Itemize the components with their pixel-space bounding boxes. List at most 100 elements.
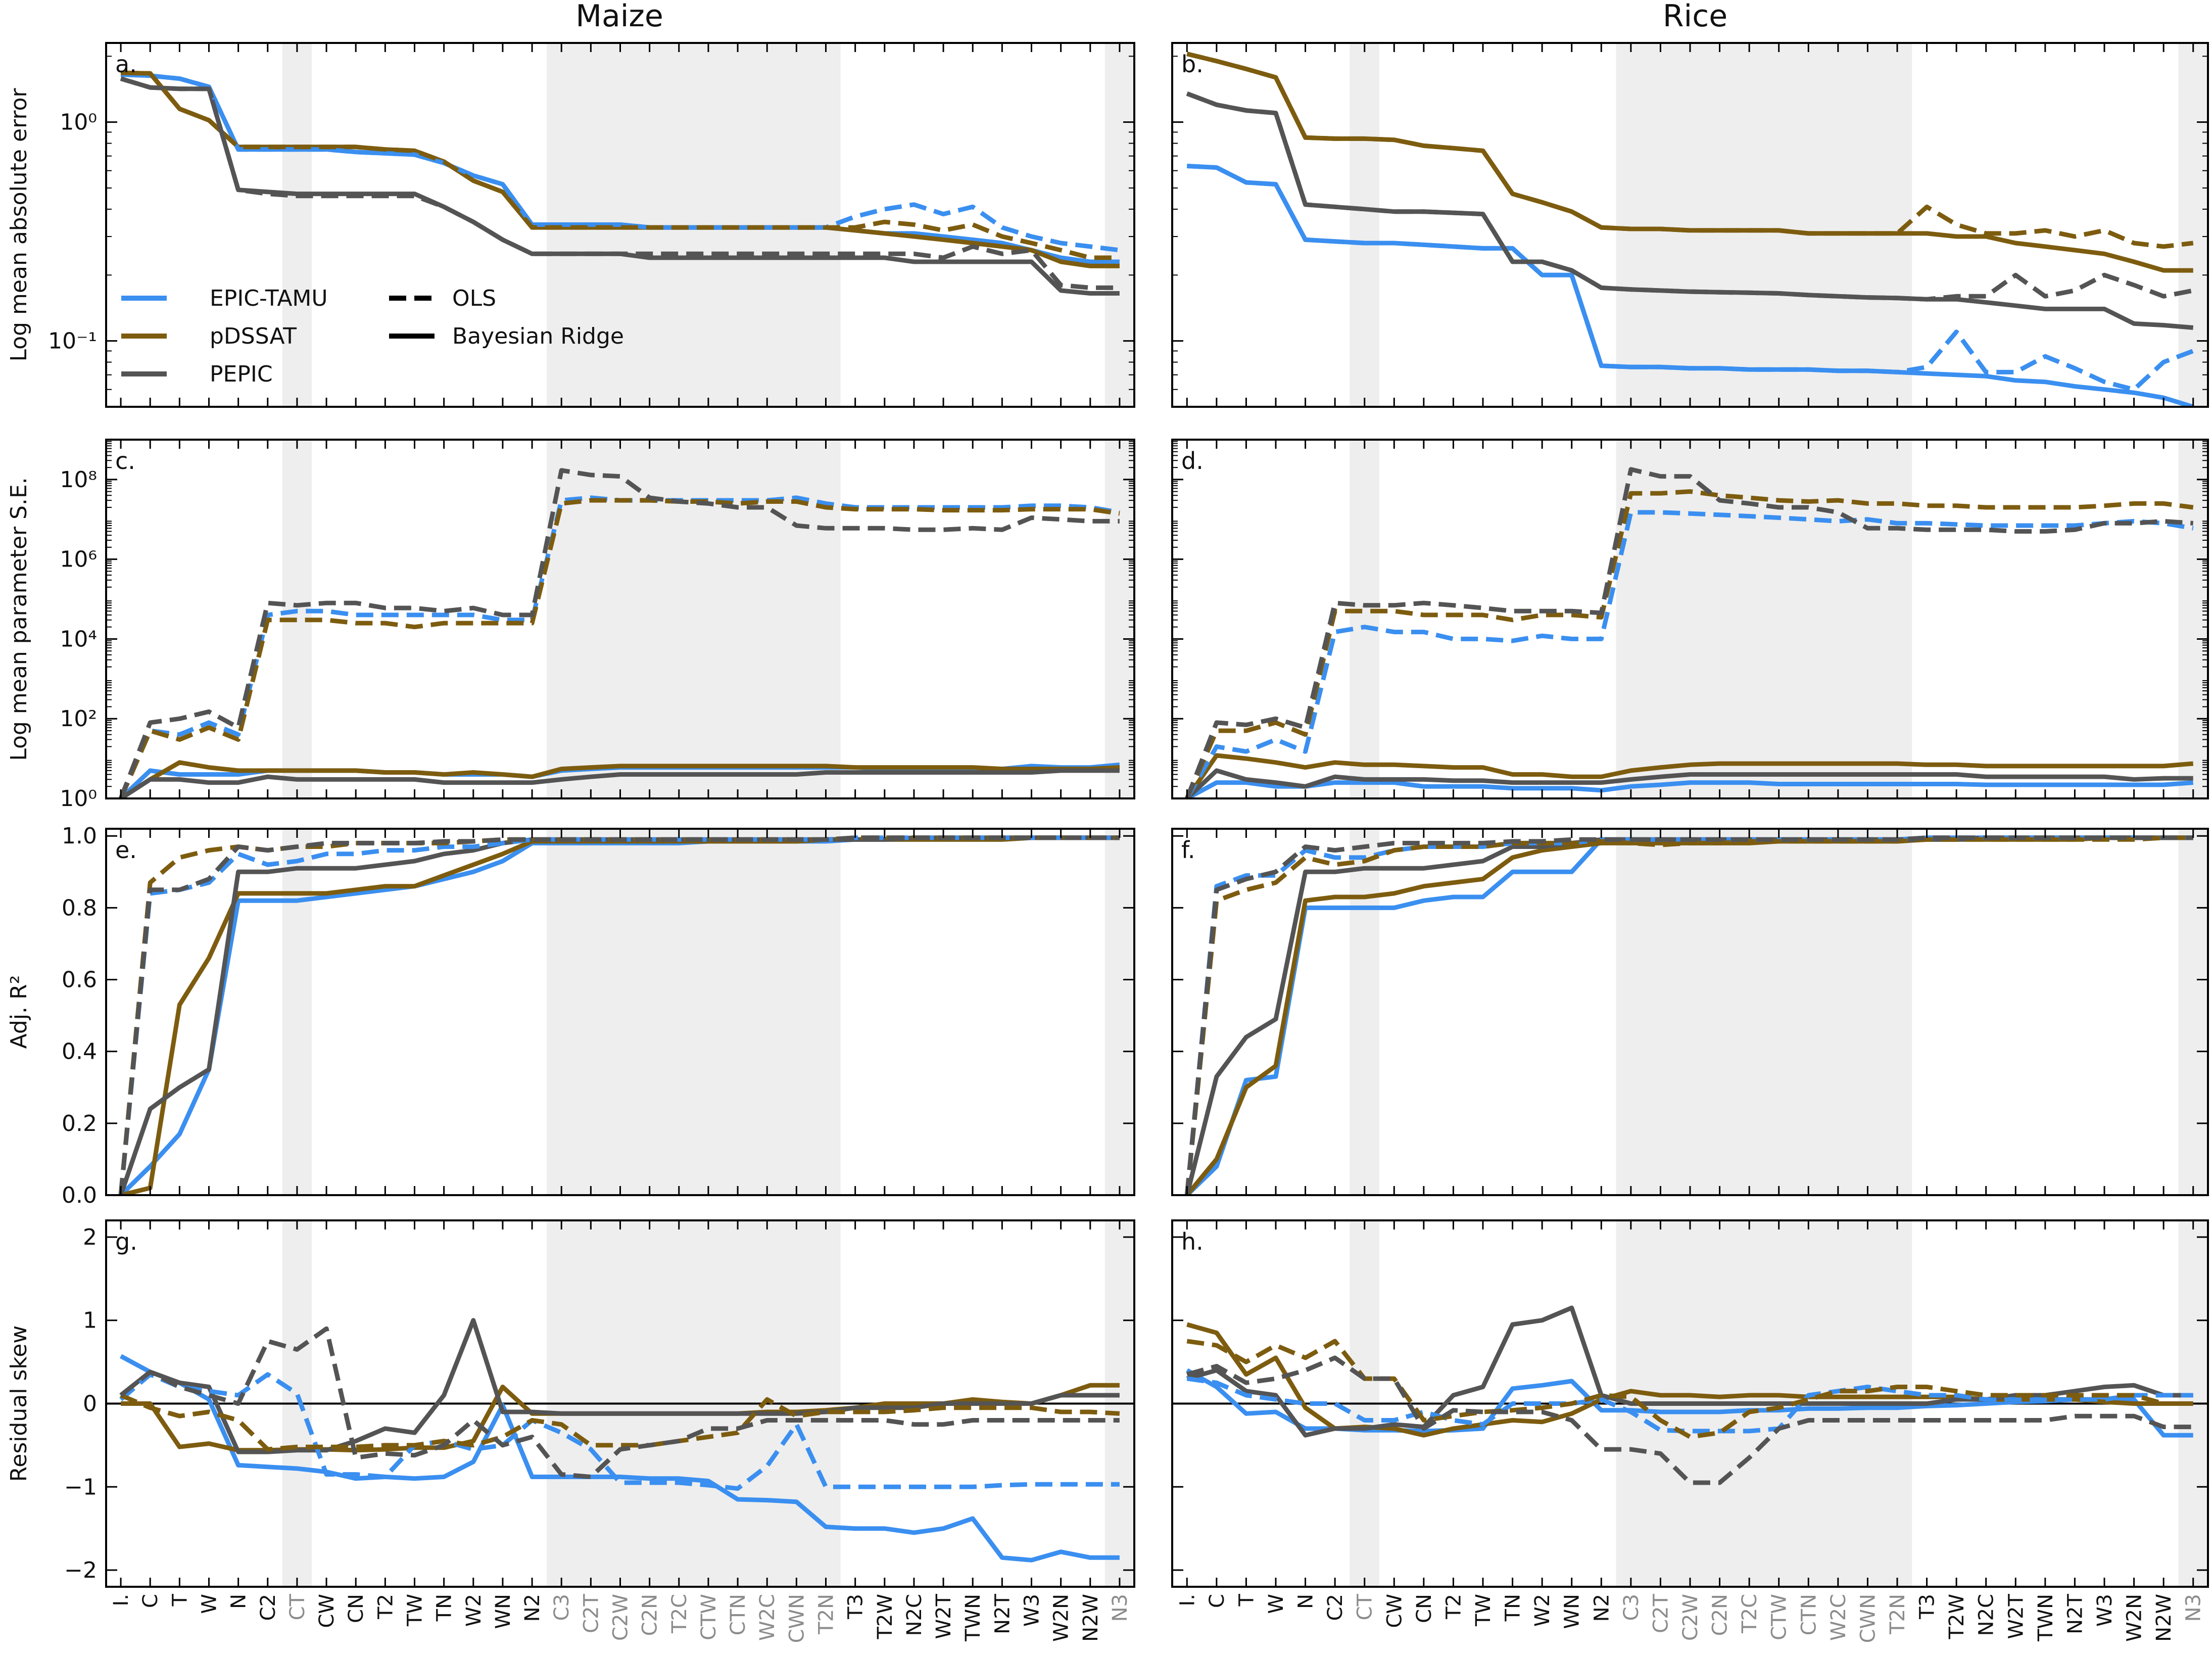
- x-tick-label: W2T: [932, 1593, 955, 1639]
- x-tick-label: N: [227, 1594, 251, 1609]
- shaded-region: [1104, 440, 1134, 798]
- x-tick-label: I.: [1176, 1594, 1199, 1606]
- series-line-epic-tamu-ols: [120, 72, 1120, 253]
- x-tick-label: T2W: [874, 1594, 897, 1639]
- y-axis-label: Log mean parameter S.E.: [6, 477, 32, 761]
- x-tick-label: N2T: [2063, 1593, 2087, 1634]
- panel-label: c.: [115, 447, 135, 475]
- x-tick-label: W3: [2093, 1594, 2117, 1627]
- x-tick-label: C2: [1324, 1594, 1347, 1621]
- series-line-epic-tamu-ols: [119, 1372, 1120, 1491]
- x-tick-label: N2C: [1975, 1594, 1998, 1636]
- series-group: [1186, 52, 2194, 407]
- series-line-pepic-ols: [119, 1326, 1120, 1479]
- x-tick-label: T2C: [1738, 1594, 1761, 1634]
- x-tick-label: CT: [1354, 1593, 1377, 1620]
- y-tick-label: 1.0: [62, 823, 97, 849]
- panel-label: b.: [1181, 51, 1204, 78]
- x-tick-label: C2W: [1679, 1594, 1702, 1641]
- y-axis-label: Adj. R²: [6, 975, 32, 1049]
- y-tick-label: 10⁶: [60, 547, 97, 573]
- panel-label: e.: [115, 836, 137, 864]
- panel-c: 10⁰ 10² 10⁴ 10⁶ 10⁸ c. Log mean parameter S.E.: [6, 439, 1135, 812]
- panel-h: h.I. C T W N C2 CT CW CN T2 TW TN W2 WN N2 C3 C2T C2W C2N T…: [1171, 1219, 2209, 1643]
- shaded-region: [2178, 440, 2208, 798]
- legend-label-bayesian-ridge: Bayesian Ridge: [452, 323, 624, 349]
- x-tick-label: CW: [315, 1594, 339, 1628]
- series-line-pepic-bayesian-ridge: [1185, 768, 2193, 798]
- series-line-pepic-bayesian-ridge: [119, 1318, 1120, 1454]
- panel-label: f.: [1181, 836, 1195, 864]
- y-tick-label: 10⁸: [60, 467, 97, 493]
- x-tick-label: W2: [1531, 1594, 1554, 1627]
- series-line-pepic-ols: [120, 76, 1120, 290]
- series-line-pdssat-ols: [1186, 52, 2194, 249]
- x-tick-label: T: [168, 1593, 191, 1606]
- shaded-region: [1104, 829, 1134, 1195]
- shaded-region: [2178, 43, 2208, 407]
- y-axis-label: Log mean absolute error: [6, 88, 32, 362]
- panel-label: h.: [1181, 1228, 1204, 1255]
- y-axis-label: Residual skew: [6, 1326, 32, 1482]
- y-tick-label: 0.8: [62, 895, 97, 921]
- legend-label-epic-tamu: EPIC-TAMU: [210, 286, 328, 311]
- x-tick-label: W2N: [1050, 1594, 1073, 1642]
- x-tick-label: N3: [2182, 1594, 2205, 1622]
- series-line-pepic-ols: [1185, 467, 2194, 798]
- y-tick-label: 0: [83, 1391, 97, 1417]
- x-tick-label: C: [139, 1594, 162, 1608]
- panels: 10⁻¹ 10⁰ a. Log mean absolute error b. 10⁰ 10²…: [6, 42, 2209, 1643]
- y-tick-label: 0.0: [62, 1183, 97, 1208]
- series-line-pdssat-bayesian-ridge: [119, 760, 1120, 798]
- x-tick-label: WN: [492, 1594, 515, 1629]
- x-tick-label: C2T: [580, 1593, 603, 1633]
- shaded-region: [2178, 829, 2208, 1195]
- x-tick-label: N2T: [991, 1593, 1014, 1634]
- series-line-pdssat-ols: [121, 70, 1120, 260]
- y-tick-label: 10⁰: [60, 110, 97, 135]
- y-tick-label: −2: [64, 1557, 97, 1583]
- y-tick-label: 10⁰: [60, 786, 97, 812]
- x-tick-label: T2W: [1945, 1594, 1968, 1639]
- x-tick-label: TN: [1502, 1594, 1525, 1622]
- x-tick-label: T3: [1916, 1594, 1939, 1620]
- x-tick-label: T2N: [815, 1594, 838, 1635]
- x-tick-label: CN: [345, 1594, 368, 1623]
- x-tick-label: T2N: [1886, 1594, 1909, 1635]
- x-tick-label: N2: [521, 1594, 544, 1622]
- panel-label: d.: [1181, 447, 1204, 475]
- x-tick-label: I.: [110, 1594, 133, 1606]
- series-group: [120, 70, 1120, 296]
- series-line-epic-tamu-ols: [1185, 510, 2194, 798]
- x-tick-label: CWN: [1856, 1594, 1880, 1643]
- x-tick-label: C3: [550, 1594, 573, 1621]
- x-tick-label: CTN: [1797, 1594, 1820, 1635]
- shaded-region: [1616, 43, 1912, 407]
- x-tick-label: TWN: [961, 1594, 985, 1642]
- series-group: [1185, 467, 2194, 798]
- panel-d: d.: [1171, 439, 2209, 799]
- y-tick-label: 10⁻¹: [48, 328, 97, 354]
- x-tick-label: TN: [433, 1594, 456, 1622]
- x-tick-label: T2: [1442, 1594, 1465, 1620]
- x-tick-label: TW: [404, 1594, 427, 1627]
- x-tick-label: W2T: [2004, 1593, 2028, 1639]
- series-line-pdssat-bayesian-ridge: [1185, 753, 2194, 798]
- shaded-region: [282, 829, 312, 1195]
- panel-b: b.: [1171, 42, 2209, 408]
- series-line-pdssat-ols: [118, 498, 1120, 798]
- x-tick-label: CN: [1413, 1594, 1436, 1623]
- x-tick-label: C2: [257, 1594, 280, 1621]
- x-tick-label: W3: [1021, 1594, 1044, 1627]
- series-line-pdssat-bayesian-ridge: [121, 70, 1120, 268]
- x-tick-label: WN: [1561, 1594, 1584, 1629]
- x-tick-label: CWN: [785, 1594, 808, 1643]
- series-line-epic-tamu-bayesian-ridge: [1186, 780, 2194, 798]
- y-tick-label: 0.6: [62, 967, 97, 993]
- x-tick-label: W: [198, 1594, 221, 1614]
- x-tick-label: C2T: [1649, 1593, 1672, 1633]
- x-tick-label: T: [1235, 1593, 1258, 1606]
- x-tick-label: N2W: [2152, 1594, 2176, 1642]
- x-tick-label: N2: [1590, 1594, 1613, 1622]
- series-line-epic-tamu-bayesian-ridge: [119, 1354, 1120, 1563]
